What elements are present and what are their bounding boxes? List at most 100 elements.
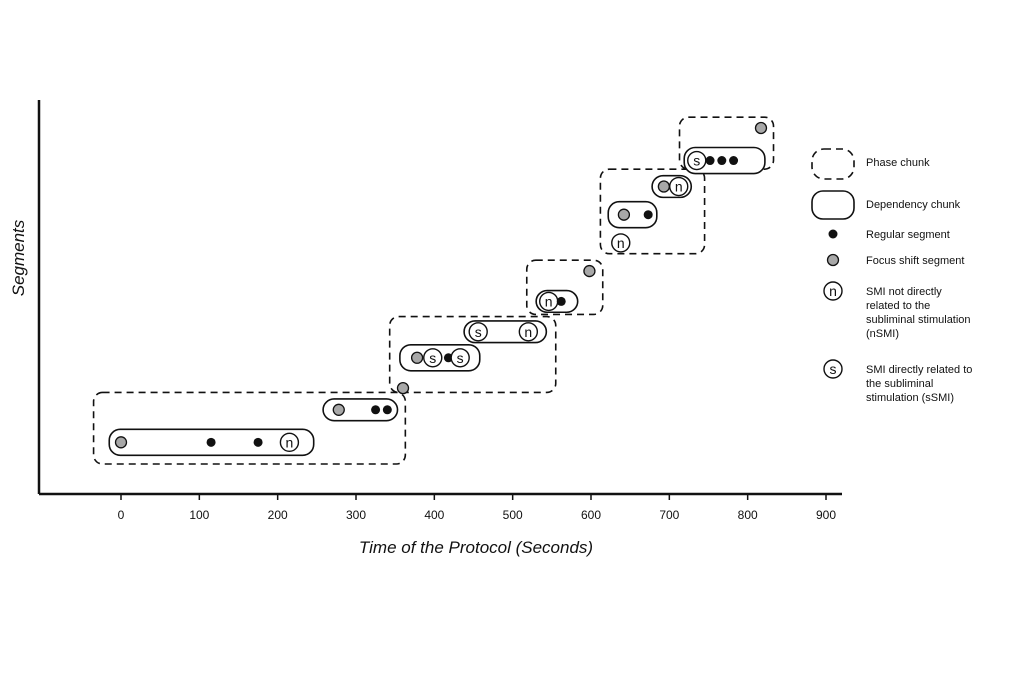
- ssmi-letter: s: [693, 153, 700, 169]
- focus-dot: [583, 264, 596, 278]
- focus-dot: [657, 180, 670, 193]
- nsmi-letter: n: [286, 434, 294, 450]
- ssmi-ring: [823, 359, 843, 379]
- legend-label-line: the subliminal: [866, 378, 933, 390]
- nsmi-swatch: n: [823, 281, 843, 301]
- dependency-chunk: [607, 200, 658, 229]
- legend-label: SMI directly related to the subliminal sti…: [866, 364, 972, 404]
- legend-label-line: Phase chunk: [866, 157, 930, 169]
- legend: Phase chunk Dependency chunk Regular segme…: [811, 148, 972, 404]
- x-tick-label: 200: [268, 508, 288, 522]
- dependency-chunk-layer: [108, 146, 766, 457]
- focus-segment: [617, 208, 631, 221]
- phase-chunk: [599, 168, 706, 255]
- focus-dot: [114, 436, 128, 449]
- focus-dot: [410, 351, 424, 364]
- nsmi-segment: n: [539, 291, 559, 312]
- phase-chunk-layer: [92, 116, 775, 465]
- nsmi-letter: n: [829, 283, 837, 299]
- y-axis-title: Segments: [9, 219, 28, 296]
- focus-dot: [754, 121, 768, 135]
- regular-swatch: [828, 229, 838, 239]
- focus-dot: [332, 403, 345, 416]
- axes: [37, 100, 842, 496]
- regular-dot: [717, 156, 727, 166]
- x-tick-label: 700: [659, 508, 679, 522]
- regular-segment: [443, 353, 453, 363]
- phase-chunk: [678, 116, 775, 170]
- legend-label: Focus shift segment: [866, 255, 964, 267]
- x-tick-label: 300: [346, 508, 366, 522]
- regular-dot: [705, 156, 715, 166]
- regular-segment: [253, 437, 263, 447]
- nsmi-letter: n: [675, 179, 683, 195]
- ssmi-letter: s: [475, 324, 482, 340]
- ssmi-segment: s: [468, 322, 488, 342]
- ssmi-swatch: s: [823, 359, 843, 379]
- ssmi-ring: [423, 348, 443, 368]
- ssmi-segment: s: [450, 348, 470, 368]
- legend-entry-regular: Regular segment: [828, 229, 950, 241]
- legend-entry-dependency: Dependency chunk: [811, 190, 961, 220]
- nsmi-letter: n: [524, 324, 532, 340]
- phase-chunk-swatch: [811, 148, 855, 180]
- nsmi-ring: [823, 281, 843, 301]
- regular-segment: [382, 405, 392, 415]
- x-ticks: 0 100 200 300 400 500 600 700 800 900: [118, 494, 836, 522]
- focus-segment: [114, 436, 128, 449]
- legend-label-line: Regular segment: [866, 229, 950, 241]
- regular-dot: [382, 405, 392, 415]
- nsmi-segment: n: [669, 176, 689, 197]
- legend-label-line: stimulation (sSMI): [866, 392, 954, 404]
- focus-segment: [657, 180, 670, 193]
- legend-label-line: subliminal stimulation: [866, 314, 971, 326]
- x-tick-label: 100: [189, 508, 209, 522]
- regular-segment: [729, 156, 739, 166]
- focus-segment: [583, 264, 596, 278]
- regular-segment: [206, 437, 216, 447]
- regular-dot: [206, 437, 216, 447]
- regular-segment: [717, 156, 727, 166]
- nsmi-segment: n: [279, 432, 300, 453]
- nsmi-ring: [518, 322, 539, 342]
- regular-dot: [643, 210, 653, 220]
- legend-label-line: Dependency chunk: [866, 199, 961, 211]
- x-tick-label: 500: [503, 508, 523, 522]
- legend-entry-focus: Focus shift segment: [826, 253, 964, 267]
- ssmi-letter: s: [429, 350, 436, 366]
- dependency-chunk: [322, 398, 399, 422]
- x-tick-label: 600: [581, 508, 601, 522]
- phase-chunk: [388, 315, 557, 394]
- legend-label: Phase chunk: [866, 157, 930, 169]
- regular-dot: [253, 437, 263, 447]
- ssmi-letter: s: [830, 361, 837, 377]
- regular-segment: [705, 156, 715, 166]
- legend-label: SMI not directly related to the subliminal…: [866, 286, 971, 340]
- legend-entry-ssmi: s SMI directly related to the subliminal st…: [823, 359, 972, 404]
- legend-label-line: (nSMI): [866, 328, 899, 340]
- nsmi-ring: [669, 176, 689, 197]
- regular-segment: [371, 405, 381, 415]
- focus-dot: [617, 208, 631, 221]
- focus-dot: [396, 381, 410, 395]
- ssmi-ring: [468, 322, 488, 342]
- x-axis-title: Time of the Protocol (Seconds): [359, 538, 593, 557]
- regular-dot: [729, 156, 739, 166]
- legend-label: Regular segment: [866, 229, 950, 241]
- phase-chunk: [92, 391, 407, 465]
- legend-label-line: SMI not directly: [866, 286, 942, 298]
- nsmi-segment: n: [518, 322, 539, 342]
- regular-dot: [556, 296, 566, 306]
- legend-label-line: Focus shift segment: [866, 255, 964, 267]
- ssmi-segment: s: [423, 348, 443, 368]
- nsmi-letter: n: [545, 293, 553, 309]
- legend-entry-nsmi: n SMI not directly related to the sublimina…: [823, 281, 971, 340]
- regular-segment: [643, 210, 653, 220]
- ssmi-segment: s: [687, 150, 707, 171]
- nsmi-segment: n: [611, 233, 631, 253]
- regular-segment: [556, 296, 566, 306]
- focus-segment: [332, 403, 345, 416]
- x-tick-label: 800: [738, 508, 758, 522]
